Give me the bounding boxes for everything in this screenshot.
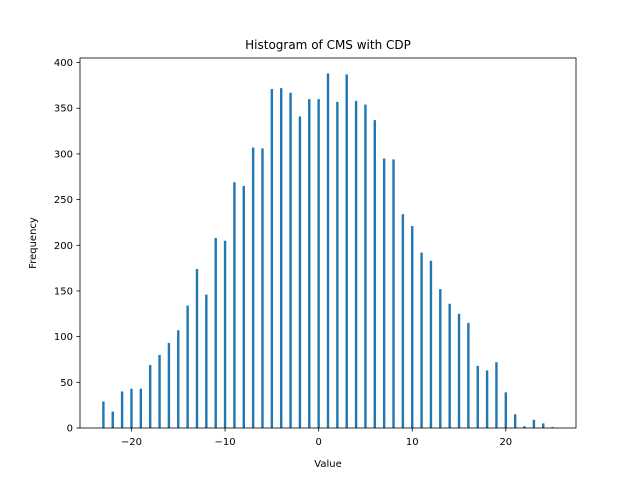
histogram-bar	[532, 419, 536, 428]
histogram-bar	[523, 426, 526, 428]
histogram-bar	[130, 388, 133, 428]
histogram-bar	[345, 74, 348, 428]
x-tick-label: 10	[406, 437, 419, 448]
histogram-bar	[298, 116, 302, 428]
histogram-bar	[448, 303, 451, 428]
y-axis-label: Frequency	[28, 217, 39, 269]
histogram-bar	[102, 401, 105, 428]
bars-group	[102, 73, 554, 429]
x-axis-label: Value	[314, 459, 341, 470]
y-tick-label: 100	[54, 332, 73, 343]
histogram-bar	[214, 237, 217, 428]
histogram-bar	[420, 252, 423, 428]
y-tick-label: 300	[54, 149, 73, 160]
x-tick-label: −20	[121, 437, 142, 448]
histogram-bar	[195, 269, 199, 428]
histogram-bar	[382, 158, 386, 429]
histogram-bar	[233, 182, 236, 428]
histogram-bar	[439, 289, 442, 428]
x-ticks-group: −20 −10 0 10 20	[121, 428, 512, 448]
histogram-bar	[495, 362, 498, 428]
chart-title: Histogram of CMS with CDP	[245, 38, 411, 52]
histogram-bar	[317, 99, 320, 429]
histogram-bar	[326, 73, 330, 428]
histogram-bar	[261, 148, 264, 428]
histogram-bar	[429, 260, 433, 428]
histogram-bar	[205, 294, 208, 428]
histogram-bar	[308, 99, 311, 429]
histogram-bar	[457, 313, 461, 428]
y-tick-label: 50	[60, 378, 73, 389]
y-ticks-group: 0 50 100 150 200 250 300 350 400	[54, 58, 80, 435]
histogram-bar	[476, 365, 479, 428]
histogram-bar	[177, 330, 180, 428]
histogram-bar	[542, 423, 545, 428]
y-tick-label: 250	[54, 195, 73, 206]
histogram-bar	[289, 92, 292, 428]
x-tick-label: 20	[499, 437, 512, 448]
histogram-bar	[373, 120, 376, 429]
histogram-bar	[354, 100, 358, 428]
histogram-bar	[251, 147, 255, 428]
histogram-bar	[504, 392, 508, 428]
histogram-bar	[111, 411, 114, 428]
x-tick-label: 0	[315, 437, 321, 448]
y-tick-label: 400	[54, 58, 73, 69]
y-tick-label: 0	[67, 424, 73, 435]
y-tick-label: 350	[54, 104, 73, 115]
histogram-bar	[223, 240, 227, 428]
histogram-bar	[120, 391, 124, 428]
histogram-bar	[139, 388, 143, 428]
plot-frame	[79, 57, 577, 429]
histogram-bar	[513, 414, 517, 428]
x-tick-label: −10	[215, 437, 236, 448]
histogram-bar	[270, 89, 274, 428]
histogram-bar	[551, 427, 554, 428]
histogram-bar	[467, 322, 470, 428]
histogram-bar	[280, 88, 283, 429]
histogram-bar	[401, 214, 405, 428]
histogram-bar	[186, 305, 189, 428]
histogram-bar	[158, 354, 161, 428]
y-tick-label: 150	[54, 286, 73, 297]
y-tick-label: 200	[54, 241, 73, 252]
histogram-bar	[392, 159, 395, 428]
histogram-bar	[411, 226, 414, 428]
histogram-bar	[148, 364, 152, 428]
histogram-bar	[364, 104, 367, 428]
histogram-bar	[336, 101, 339, 428]
histogram-bar	[167, 343, 171, 428]
histogram-bar	[242, 185, 245, 428]
histogram-bar	[485, 370, 489, 428]
